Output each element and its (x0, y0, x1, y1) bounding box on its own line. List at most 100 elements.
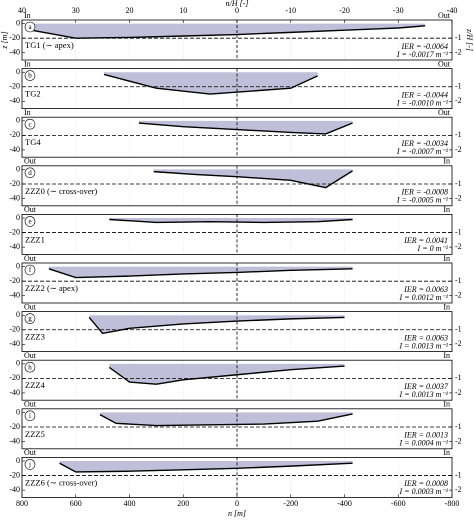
side-label-left: Out (24, 351, 37, 360)
ier-value: IER = 0.0013 (403, 431, 448, 440)
side-label-left: Out (24, 448, 37, 457)
i-value: I = -0.0005 m⁻¹ (396, 196, 449, 205)
transect-name: ZZZ1 (25, 234, 45, 244)
y-axis-label: z [m] (0, 31, 9, 49)
i-value: I = 0.0012 m⁻¹ (399, 293, 449, 302)
y2-tick-label: -1 (455, 82, 462, 91)
y2-tick-label: -2 (455, 242, 462, 251)
y-tick-label: 0 (16, 261, 20, 270)
y2-tick-label: -1 (455, 373, 462, 382)
y-tick-label: -20 (9, 276, 20, 285)
y-tick-label: 0 (16, 310, 20, 319)
y2-tick-label: -2 (455, 48, 462, 57)
bed-profile (138, 122, 353, 135)
y2-tick-label: -2 (455, 388, 462, 397)
section-area (59, 461, 353, 472)
bed-profile (88, 316, 345, 335)
y2-tick-label: -2 (455, 485, 462, 494)
panel-letter: c (28, 120, 31, 128)
panel-frame (21, 262, 453, 304)
y-tick-label: -20 (9, 373, 20, 382)
i-value: I = -0.0010 m⁻¹ (396, 98, 449, 107)
y-tick-label: -20 (9, 130, 20, 139)
side-label-right: In (443, 254, 450, 263)
y-tick-label: 0 (16, 407, 20, 416)
y-tick-label: -40 (9, 291, 20, 300)
y-tick-label: 0 (16, 359, 20, 368)
y2-tick-label: -1 (455, 227, 462, 236)
x-tick-label: 600 (70, 499, 82, 508)
y-tick-label: -40 (9, 48, 20, 57)
side-label-left: Out (24, 205, 37, 214)
panel-letter: h (28, 363, 32, 371)
side-label-left: Out (24, 400, 37, 409)
panel-frame (21, 408, 453, 450)
ier-value: IER = -0.0044 (401, 90, 449, 99)
y-tick-label: 0 (16, 164, 20, 173)
y2-tick-label: -2 (455, 436, 462, 445)
transect-name: ZZZ0 (∼ cross-over) (25, 186, 97, 196)
x-tick-label: -600 (391, 499, 406, 508)
panel-letter: a (28, 23, 32, 31)
side-label-left: Out (24, 302, 37, 311)
transect-name: TG2 (25, 89, 41, 99)
side-label-right: Out (438, 11, 451, 20)
bed-profile (153, 170, 353, 189)
x-tick-label: 0 (235, 499, 239, 508)
y-tick-label: -40 (9, 436, 20, 445)
panel-letter: b (28, 72, 32, 80)
section-area (109, 363, 345, 385)
ier-value: IER = -0.0064 (401, 42, 449, 51)
side-label-left: In (24, 11, 31, 20)
y-tick-label: -40 (9, 242, 20, 251)
y-tick-label: -20 (9, 325, 20, 334)
bed-profile (59, 462, 353, 473)
panel-frame (21, 359, 453, 401)
panel-letter-circle (24, 313, 36, 324)
panel-frame (21, 68, 453, 109)
panel-letter-circle (24, 410, 36, 422)
side-label-left: Out (24, 157, 37, 166)
i-value: I = 0.0013 m⁻¹ (399, 341, 449, 350)
panel-letter-circle (24, 361, 36, 373)
y-tick-label: 0 (16, 213, 20, 222)
section-area (99, 412, 353, 426)
section-area (138, 120, 353, 134)
side-label-left: Out (24, 254, 37, 263)
y-tick-label: -20 (9, 33, 20, 42)
panel-frame (21, 116, 453, 158)
x-tick-label: 200 (177, 499, 189, 508)
y2-tick-label: -1 (455, 276, 462, 285)
x-tick-label: -400 (337, 499, 352, 508)
i-value: I = 0.0013 m⁻¹ (399, 390, 449, 399)
x2-tick-label: -10 (285, 6, 296, 15)
ier-value: IER = -0.0034 (401, 139, 449, 148)
panel-frame (21, 311, 453, 353)
y-tick-label: -40 (9, 339, 20, 348)
ier-value: IER = 0.0041 (403, 236, 448, 245)
section-area (103, 72, 318, 95)
x2-tick-label: -40 (447, 6, 458, 15)
panel-letter-circle (24, 21, 36, 33)
y2-tick-label: -1 (455, 422, 462, 431)
section-area (48, 266, 353, 278)
bed-profile (108, 365, 345, 385)
x-axis-label: n [m] (228, 509, 246, 518)
panel-letter: i (29, 412, 31, 420)
section-area (153, 169, 353, 188)
y-tick-label: -40 (9, 193, 20, 202)
y2-tick-label: -1 (455, 325, 462, 334)
transect-name: ZZZ6 (∼ cross-over) (25, 477, 97, 487)
bed-profile (48, 268, 353, 279)
panel-letter-circle (24, 216, 36, 227)
y2-tick-label: -1 (455, 179, 462, 188)
x2-tick-label: -20 (339, 6, 350, 15)
y-tick-label: -20 (9, 179, 20, 188)
y-tick-label: -20 (9, 82, 20, 91)
panel-letter: e (28, 218, 31, 226)
side-label-right: In (443, 205, 450, 214)
y2-tick-label: -2 (455, 291, 462, 300)
ier-value: IER = 0.0063 (403, 285, 448, 294)
x-tick-label: 400 (124, 499, 136, 508)
ier-value: IER = 0.0008 (403, 479, 448, 488)
